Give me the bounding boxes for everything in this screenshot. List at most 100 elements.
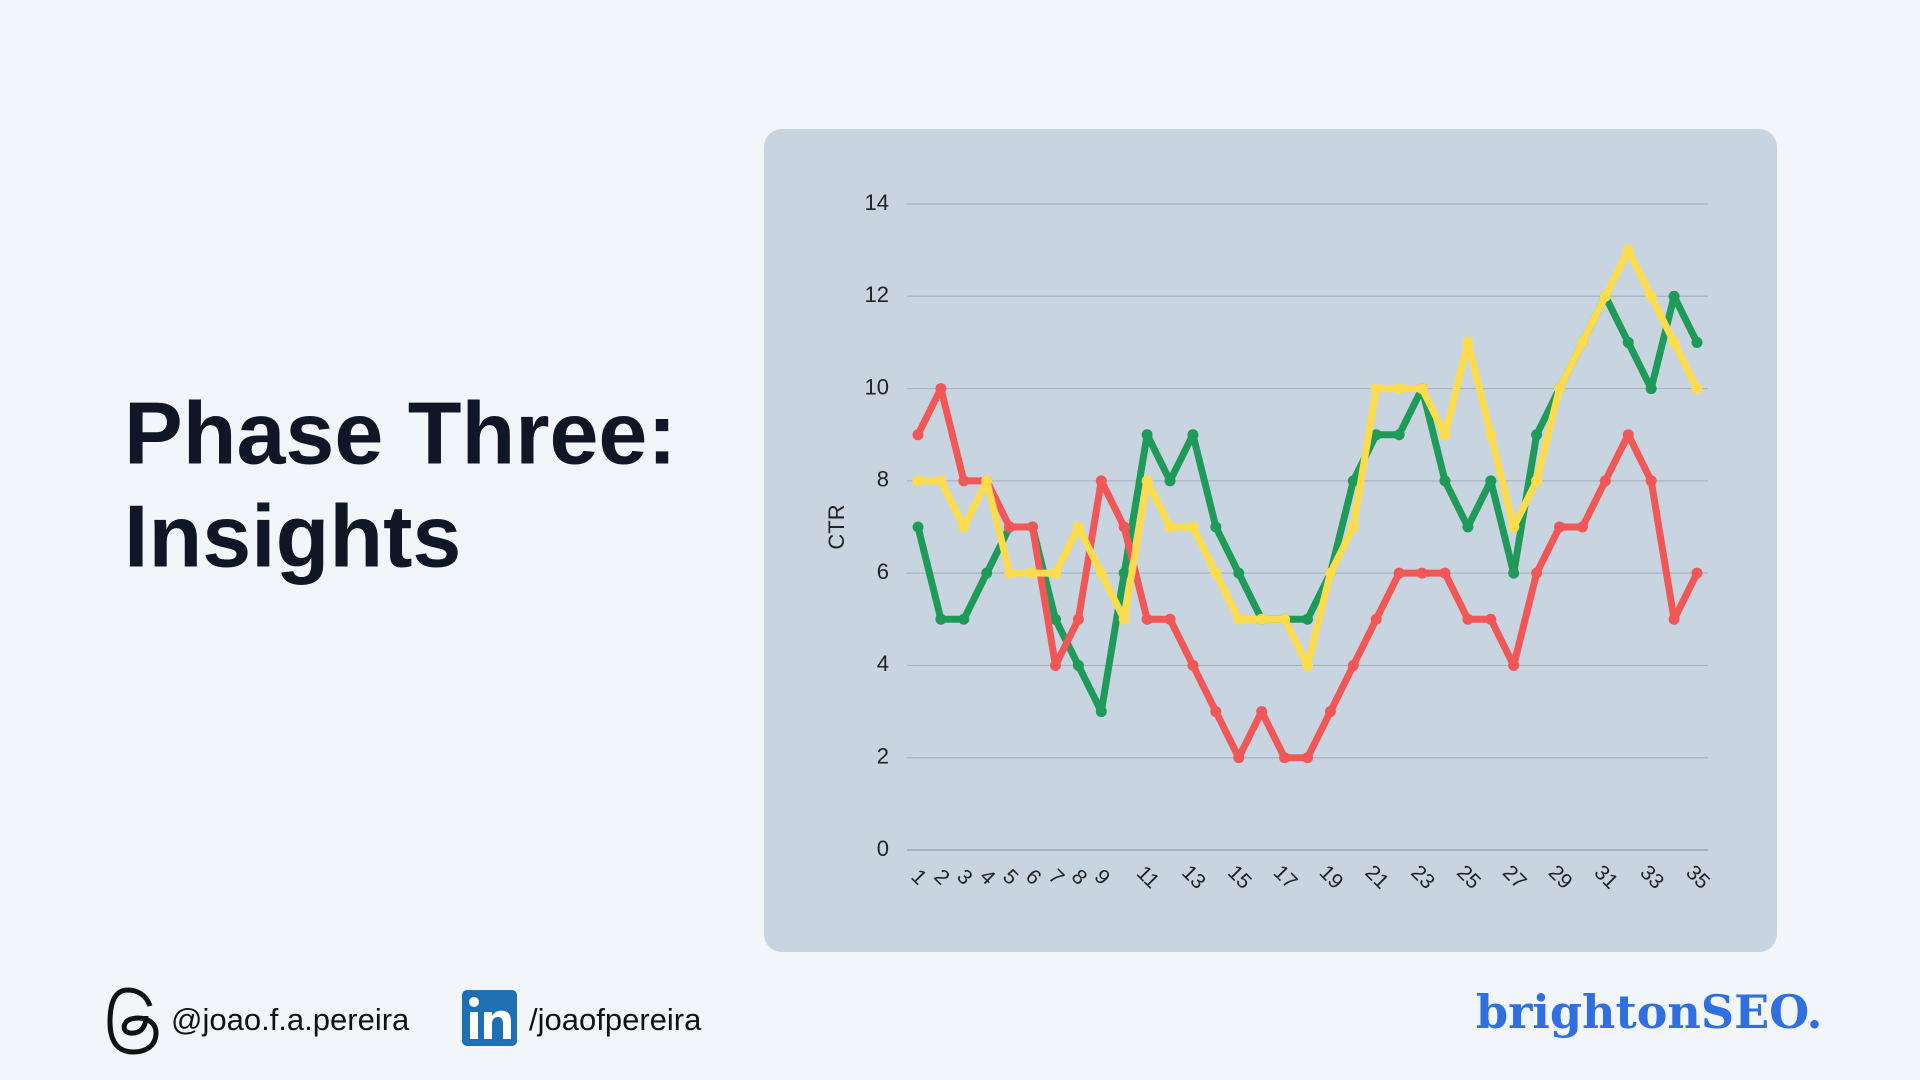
y-tick-label: 6: [877, 559, 889, 584]
data-point: [981, 567, 993, 579]
data-point: [1141, 475, 1153, 487]
data-point: [935, 383, 947, 395]
data-point: [935, 613, 947, 625]
y-tick-label: 0: [877, 836, 889, 861]
data-point: [1302, 659, 1313, 671]
data-point: [1622, 336, 1634, 348]
data-point: [1141, 613, 1153, 625]
data-point: [1439, 567, 1451, 579]
data-point: [1049, 613, 1061, 625]
y-axis-label: CTR: [824, 504, 849, 549]
data-point: [1164, 521, 1176, 533]
data-point: [1279, 613, 1291, 625]
data-point: [1691, 336, 1703, 348]
data-point: [1164, 613, 1176, 625]
data-point: [1416, 567, 1428, 579]
data-point: [1164, 475, 1176, 487]
slide-title: Insights: [124, 486, 461, 585]
data-point: [1027, 567, 1039, 579]
data-point: [1370, 383, 1382, 395]
data-point: [1095, 475, 1107, 487]
data-point: [1118, 567, 1130, 579]
data-point: [1324, 706, 1336, 718]
data-point: [958, 475, 970, 487]
y-tick-label: 14: [865, 190, 889, 215]
data-point: [1645, 290, 1657, 302]
slide-title: Phase Three:: [124, 383, 677, 482]
data-point: [1049, 659, 1061, 671]
y-tick-label: 10: [865, 374, 889, 399]
data-point: [1531, 475, 1543, 487]
y-tick-label: 8: [877, 467, 889, 492]
data-point: [1691, 567, 1703, 579]
y-tick-label: 12: [865, 282, 889, 307]
data-point: [1645, 383, 1657, 395]
data-point: [1599, 475, 1611, 487]
linkedin-handle: /joaofpereira: [529, 1002, 702, 1037]
data-point: [1072, 521, 1084, 533]
data-point: [1462, 336, 1474, 348]
data-point: [1508, 659, 1520, 671]
data-point: [1187, 521, 1199, 533]
data-point: [1187, 429, 1199, 441]
data-point: [912, 429, 924, 441]
data-point: [1210, 521, 1222, 533]
data-point: [1004, 567, 1016, 579]
data-point: [1645, 475, 1657, 487]
data-point: [1141, 429, 1153, 441]
linkedin-icon: [462, 990, 517, 1046]
data-point: [1095, 567, 1107, 579]
y-tick-label: 2: [877, 744, 889, 769]
data-point: [1439, 429, 1451, 441]
data-point: [1393, 567, 1405, 579]
data-point: [1508, 567, 1520, 579]
data-point: [912, 521, 924, 533]
data-point: [1256, 613, 1268, 625]
data-point: [1622, 244, 1634, 256]
data-point: [981, 475, 993, 487]
data-point: [1554, 383, 1566, 395]
data-point: [1027, 521, 1039, 533]
data-point: [1531, 429, 1543, 441]
data-point: [1531, 567, 1543, 579]
data-point: [1049, 567, 1061, 579]
data-point: [1072, 659, 1084, 671]
data-point: [1691, 383, 1703, 395]
data-point: [1302, 613, 1313, 625]
data-point: [1599, 290, 1611, 302]
data-point: [1279, 752, 1291, 764]
data-point: [1233, 752, 1245, 764]
data-point: [1370, 429, 1382, 441]
data-point: [1004, 521, 1016, 533]
data-point: [1370, 613, 1382, 625]
data-point: [1668, 290, 1680, 302]
data-point: [1668, 336, 1680, 348]
data-point: [1622, 429, 1634, 441]
brand-logo: brightonSEO.: [1476, 985, 1823, 1039]
data-point: [1462, 521, 1474, 533]
data-point: [1347, 475, 1359, 487]
data-point: [1256, 706, 1268, 718]
data-point: [1118, 521, 1130, 533]
data-point: [1554, 521, 1566, 533]
data-point: [912, 475, 924, 487]
data-point: [1095, 706, 1107, 718]
data-point: [1302, 752, 1313, 764]
chart-panel: [764, 129, 1777, 952]
data-point: [1485, 429, 1497, 441]
data-point: [935, 475, 947, 487]
data-point: [1508, 521, 1520, 533]
data-point: [958, 521, 970, 533]
data-point: [1485, 613, 1497, 625]
data-point: [1462, 613, 1474, 625]
data-point: [1668, 613, 1680, 625]
data-point: [958, 613, 970, 625]
data-point: [1347, 521, 1359, 533]
y-tick-label: 4: [877, 651, 889, 676]
data-point: [1072, 613, 1084, 625]
data-point: [1576, 521, 1588, 533]
data-point: [1233, 613, 1245, 625]
data-point: [1485, 475, 1497, 487]
